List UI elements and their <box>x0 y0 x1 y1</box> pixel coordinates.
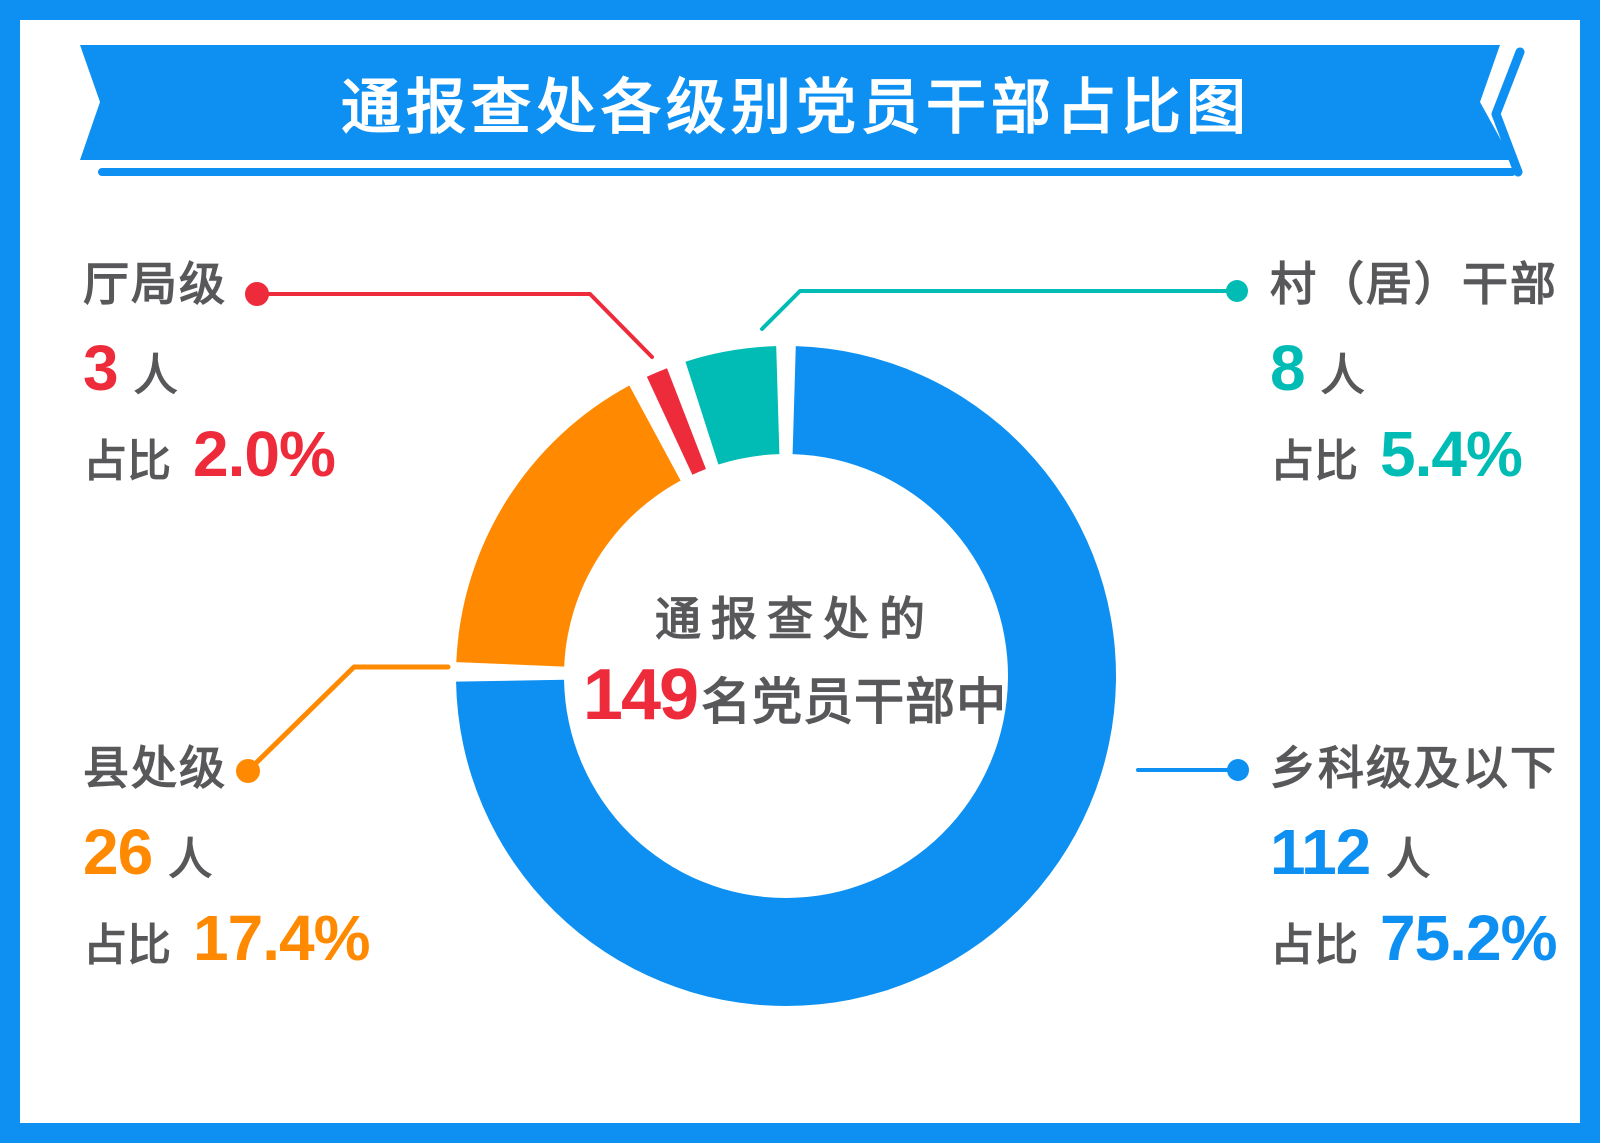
segment-ratio-row: 占比 2.0% <box>83 418 336 494</box>
center-total-count: 149 <box>582 654 699 735</box>
segment-percent: 5.4% <box>1380 418 1523 490</box>
leader-cunju <box>760 280 1248 331</box>
ratio-prefix: 占比 <box>1270 921 1358 970</box>
count-unit: 人 <box>168 835 213 884</box>
center-line1: 通报查处的 <box>654 593 935 645</box>
banner-fold-accent <box>1491 47 1525 177</box>
donut-center-text: 通报查处的 149 名党员干部中 <box>583 594 1007 731</box>
segment-count-row: 8 人 <box>1270 336 1558 408</box>
ratio-prefix: 占比 <box>1270 437 1358 486</box>
label-group-tingju: 厅局级 3 人 占比 2.0% <box>83 258 336 494</box>
leader-xiangke <box>1136 759 1249 781</box>
segment-ratio-row: 占比 5.4% <box>1270 422 1558 494</box>
donut-segment-tingju <box>646 368 706 475</box>
segment-label: 乡科级及以下 <box>1270 742 1558 794</box>
center-line2-suffix: 名党员干部中 <box>701 673 1008 730</box>
segment-ratio-row: 占比 75.2% <box>1270 906 1558 978</box>
leader-dot-xianchu <box>236 759 260 783</box>
title-banner-ribbon <box>80 45 1512 160</box>
segment-percent: 75.2% <box>1380 902 1557 974</box>
segment-count: 26 <box>83 816 153 888</box>
segment-percent: 17.4% <box>193 902 370 974</box>
donut-ring <box>456 346 1117 1007</box>
segment-label: 村（居）干部 <box>1270 258 1558 310</box>
segment-percent: 2.0% <box>193 418 336 490</box>
ratio-prefix: 占比 <box>83 437 171 486</box>
label-group-xiangke: 乡科级及以下 112 人 占比 75.2% <box>1270 744 1558 978</box>
segment-label: 县处级 <box>83 742 227 794</box>
segment-count: 8 <box>1270 332 1306 404</box>
page-title: 通报查处各级别党员干部占比图 <box>341 74 1251 141</box>
donut-segment-xianchu <box>456 385 681 667</box>
segment-count: 3 <box>83 332 119 404</box>
leader-dot-tingju <box>245 282 269 306</box>
segment-count-row: 26 人 <box>83 820 369 892</box>
donut-segment-xiangke <box>456 346 1117 1007</box>
ratio-prefix: 占比 <box>83 921 171 970</box>
segment-label: 厅局级 <box>83 258 227 310</box>
segment-count: 112 <box>1270 816 1371 888</box>
segment-count-row: 3 人 <box>83 336 335 408</box>
label-group-cunju: 村（居）干部 8 人 占比 5.4% <box>1270 260 1558 494</box>
leader-xianchu <box>236 664 451 783</box>
segment-ratio-row: 占比 17.4% <box>83 902 370 978</box>
segment-count-row: 112 人 <box>1270 820 1558 892</box>
leader-tingju <box>245 282 654 359</box>
label-group-xianchu: 县处级 26 人 占比 17.4% <box>83 742 370 978</box>
leader-dot-cunju <box>1226 280 1248 302</box>
center-line2: 149 名党员干部中 <box>583 659 1007 731</box>
count-unit: 人 <box>133 351 178 400</box>
leader-dot-xiangke <box>1227 759 1249 781</box>
donut-segment-cunju <box>685 346 780 465</box>
count-unit: 人 <box>1386 835 1431 884</box>
count-unit: 人 <box>1320 351 1365 400</box>
